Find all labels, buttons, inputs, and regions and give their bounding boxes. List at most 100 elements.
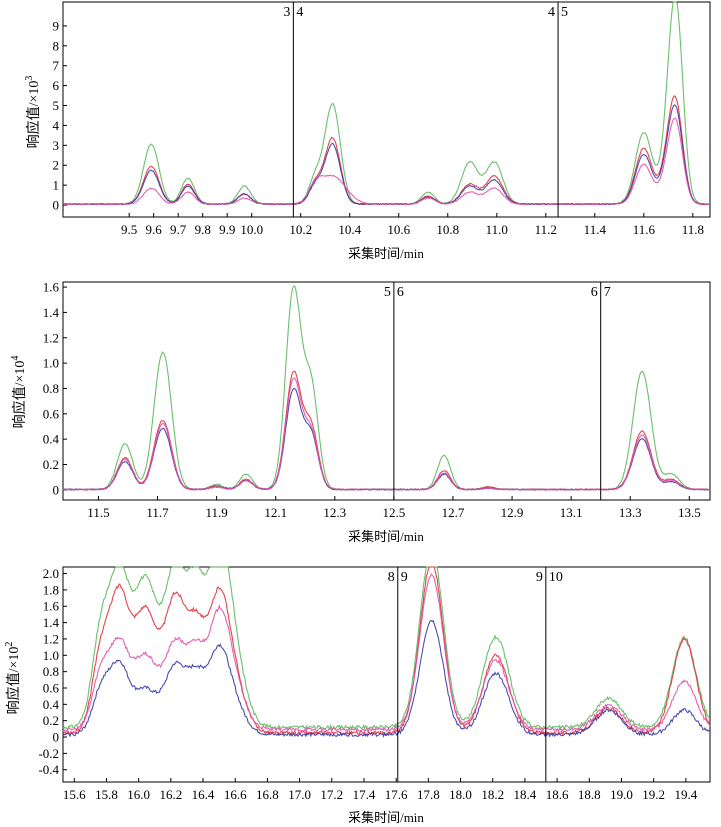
series-layer: [62, 285, 711, 491]
x-tick-label: 18.4: [514, 787, 537, 802]
x-tick-label: 11.7: [146, 505, 169, 520]
x-tick-label: 13.5: [678, 505, 701, 520]
y-tick-label: -0.2: [38, 746, 59, 761]
x-axis-label: 采集时间/min: [348, 529, 424, 544]
plot-frame: [62, 1, 711, 218]
x-tick-label: 10.6: [387, 222, 410, 237]
y-tick-label: 2: [53, 158, 60, 173]
x-tick-label: 17.6: [385, 787, 408, 802]
y-tick-label: 0.6: [43, 680, 60, 695]
x-tick-label: 16.8: [256, 787, 279, 802]
tick-layer: 15.6 15.8 16.0 16.2 16.4 16.6 16.8 17.0 17.2 17.4…: [38, 566, 697, 802]
x-tick-label: 11.8: [682, 222, 704, 237]
y-tick-label: 2.0: [43, 566, 59, 581]
x-tick-label: 12.1: [264, 505, 287, 520]
x-tick-label: 18.8: [578, 787, 601, 802]
tick-layer: 9.5 9.6 9.7 9.8 9.9 10.0 10.2 10.4 10.6 10.8 11.0 1…: [53, 18, 704, 237]
segment-label-right: 9: [401, 570, 408, 585]
x-tick-label: 11.6: [633, 222, 656, 237]
series-trace-3: [62, 377, 711, 491]
chromatogram-panel-top: 9.5 9.6 9.7 9.8 9.9 10.0 10.2 10.4 10.6 10.8 11.0 1…: [24, 1, 711, 261]
segment-layer: 8 9 9 10: [388, 567, 563, 782]
chromatogram-panel-bottom: 15.6 15.8 16.0 16.2 16.4 16.6 16.8 17.0 17.2 17.4…: [4, 566, 711, 825]
x-tick-label: 18.6: [546, 787, 569, 802]
x-tick-label: 16.2: [159, 787, 182, 802]
x-tick-label: 9.5: [121, 222, 137, 237]
series-trace-0: [62, 566, 711, 731]
x-tick-label: 18.0: [449, 787, 472, 802]
y-tick-label: 8: [53, 38, 60, 53]
segment-label-left: 8: [388, 570, 395, 585]
y-tick-label: 1.8: [43, 582, 59, 597]
y-tick-label: 0: [53, 482, 60, 497]
y-tick-label: 1.4: [43, 615, 60, 630]
y-axis-label: 响应值/×104: [10, 356, 28, 429]
y-tick-label: 0.6: [43, 406, 60, 421]
y-tick-label: 7: [53, 58, 60, 73]
x-tick-label: 11.0: [486, 222, 508, 237]
y-tick-label: 6: [53, 78, 60, 93]
x-tick-label: 16.0: [127, 787, 150, 802]
segment-label-right: 6: [397, 285, 404, 300]
series-trace-3: [62, 573, 711, 733]
x-tick-label: 12.3: [323, 505, 346, 520]
x-tick-label: 11.9: [205, 505, 227, 520]
y-tick-label: 0.8: [43, 664, 59, 679]
x-axis-label: 采集时间/min: [348, 810, 424, 825]
x-tick-label: 16.4: [192, 787, 215, 802]
series-trace-0: [62, 1, 711, 206]
x-tick-label: 17.8: [417, 787, 440, 802]
series-trace-1: [62, 95, 711, 206]
y-tick-label: 9: [53, 18, 60, 33]
y-tick-label: 0: [53, 198, 60, 213]
x-tick-label: 16.6: [224, 787, 247, 802]
y-tick-label: 0.2: [43, 713, 59, 728]
series-trace-2: [62, 104, 711, 206]
series-trace-1: [62, 566, 711, 737]
y-tick-label: 4: [53, 118, 60, 133]
series-trace-3: [62, 117, 711, 206]
x-tick-label: 19.0: [610, 787, 633, 802]
x-tick-label: 9.8: [195, 222, 211, 237]
segment-label-left: 6: [591, 285, 598, 300]
segment-label-left: 3: [283, 5, 290, 20]
x-tick-label: 15.8: [95, 787, 118, 802]
segment-label-right: 10: [549, 570, 563, 585]
y-tick-label: 1.4: [43, 305, 60, 320]
x-tick-label: 9.7: [170, 222, 187, 237]
y-tick-label: 5: [53, 98, 60, 113]
segment-label-left: 4: [548, 5, 555, 20]
x-tick-label: 12.5: [383, 505, 406, 520]
x-tick-label: 12.9: [501, 505, 524, 520]
y-tick-label: 0.8: [43, 381, 59, 396]
y-tick-label: 0.4: [43, 432, 60, 447]
y-tick-label: 0.4: [43, 697, 60, 712]
y-axis-label: 响应值/×103: [24, 76, 42, 149]
x-tick-label: 17.0: [288, 787, 311, 802]
y-tick-label: 1.2: [43, 330, 59, 345]
y-axis-label: 响应值/×102: [4, 642, 22, 715]
chromatogram-panel-middle: 11.5 11.7 11.9 12.1 12.3 12.5 12.7 12.9 13.1 13.3…: [10, 280, 711, 544]
x-tick-label: 11.2: [535, 222, 557, 237]
y-tick-label: -0.4: [38, 762, 59, 777]
series-trace-2: [62, 387, 711, 491]
y-tick-label: 1.6: [43, 599, 60, 614]
x-tick-label: 13.3: [619, 505, 642, 520]
x-tick-label: 15.6: [63, 787, 86, 802]
series-layer: [62, 566, 711, 739]
segment-label-right: 4: [296, 5, 303, 20]
segment-label-right: 7: [604, 285, 611, 300]
y-tick-label: 3: [53, 138, 60, 153]
plot-frame: [62, 566, 711, 783]
x-axis-label: 采集时间/min: [348, 246, 424, 261]
x-tick-label: 10.4: [338, 222, 361, 237]
x-tick-label: 13.1: [560, 505, 583, 520]
series-layer: [62, 1, 711, 206]
y-tick-label: 1.2: [43, 631, 59, 646]
plot-frame: [62, 281, 711, 501]
series-trace-2: [62, 619, 711, 739]
x-tick-label: 18.2: [481, 787, 504, 802]
